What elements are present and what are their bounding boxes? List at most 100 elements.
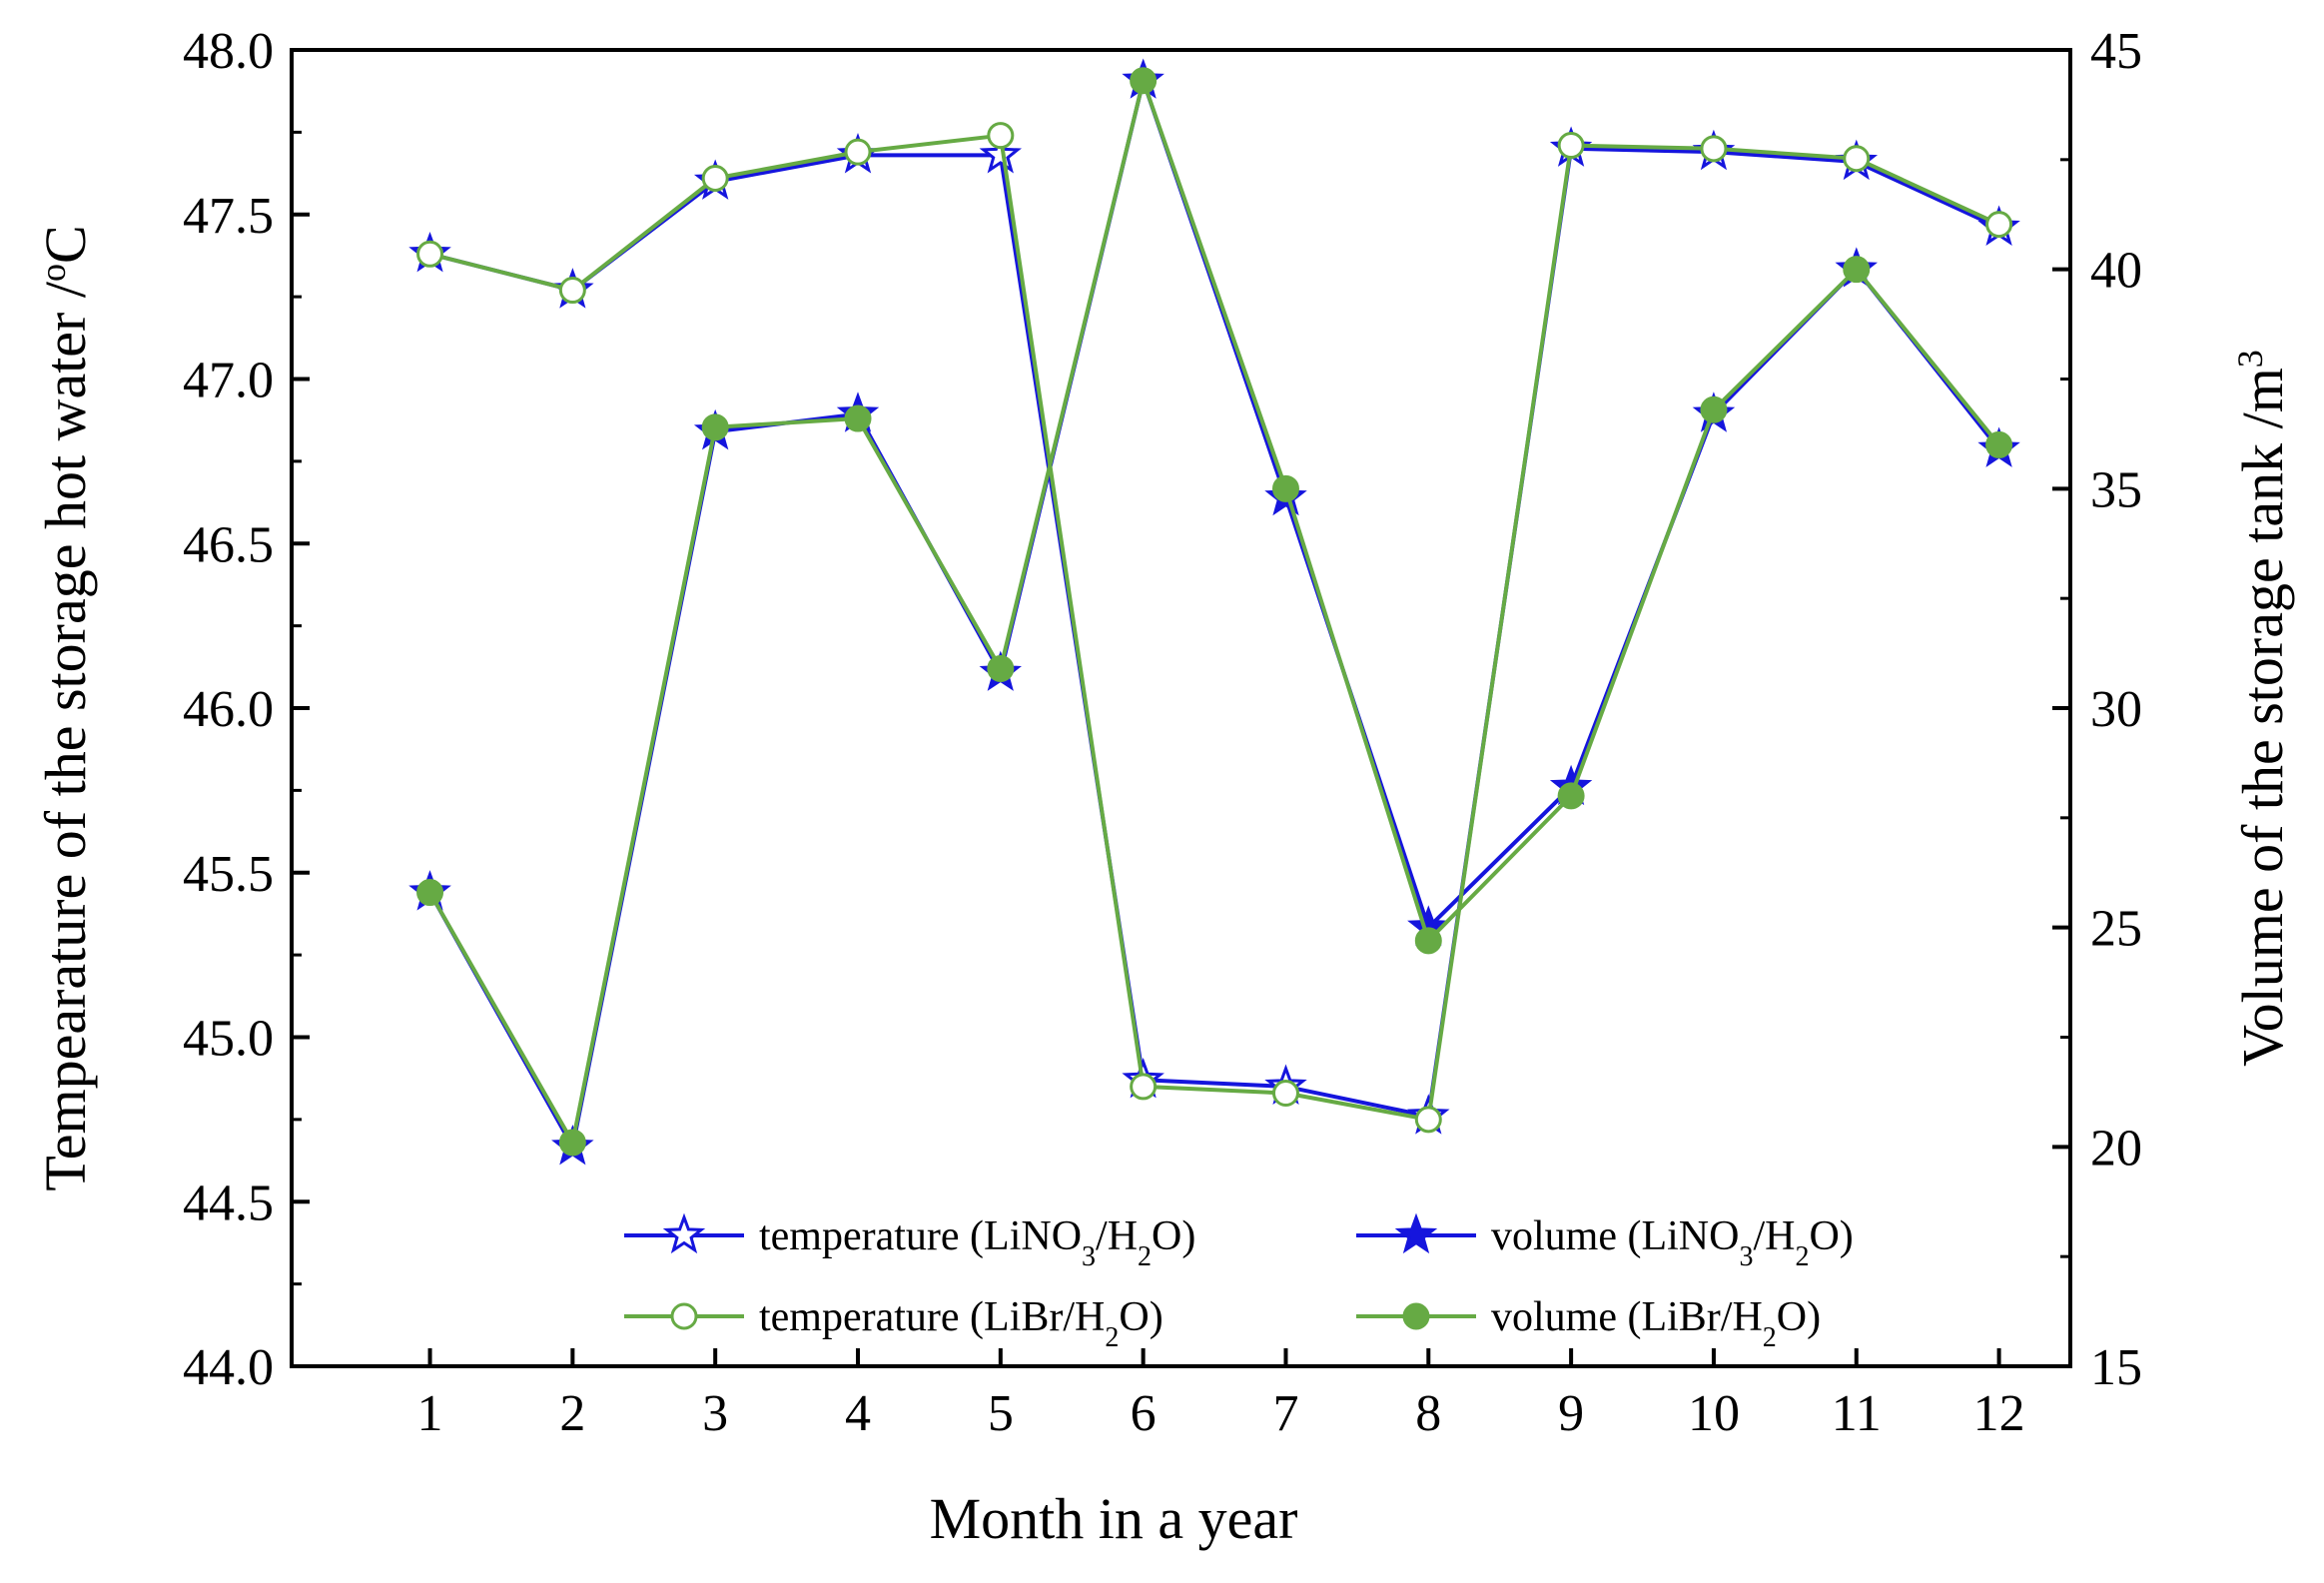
data-point bbox=[844, 404, 872, 432]
x-tick-label: 1 bbox=[417, 1385, 443, 1442]
x-tick-label: 12 bbox=[1973, 1385, 2025, 1442]
data-point bbox=[987, 654, 1015, 682]
legend-marker bbox=[670, 1302, 698, 1330]
left-axis-title-unit: C bbox=[33, 225, 98, 264]
legend-marker bbox=[1402, 1302, 1430, 1330]
legend-label-text: temperature (LiNO bbox=[759, 1213, 1082, 1259]
right-axis-title-sup: 3 bbox=[2230, 350, 2270, 368]
data-point bbox=[979, 133, 1022, 174]
legend-item: volume (LiBr/H2O) bbox=[1356, 1294, 1821, 1353]
legend-label-text: O) bbox=[1152, 1213, 1195, 1259]
legend-label-text: O) bbox=[1777, 1294, 1821, 1340]
series-3 bbox=[416, 67, 2013, 1157]
left-tick-label: 45.0 bbox=[183, 1011, 274, 1068]
left-tick-label: 46.5 bbox=[183, 516, 274, 573]
series-2 bbox=[416, 122, 2013, 1134]
series-line bbox=[427, 78, 2001, 1145]
data-point bbox=[1557, 132, 1585, 160]
data-point bbox=[1271, 1080, 1299, 1108]
legend-label: volume (LiBr/H2O) bbox=[1491, 1294, 1821, 1353]
legend-label-text: O) bbox=[1119, 1294, 1162, 1340]
left-axis-title: Tempearature of the storage hot water /o… bbox=[33, 225, 98, 1190]
legend-label-subscript: 2 bbox=[1763, 1322, 1777, 1353]
data-point bbox=[1843, 256, 1871, 284]
x-tick-label: 3 bbox=[702, 1385, 728, 1442]
legend-label-text: /H bbox=[1096, 1213, 1138, 1259]
x-tick-label: 9 bbox=[1558, 1385, 1584, 1442]
legend-label-subscript: 2 bbox=[1105, 1322, 1119, 1353]
left-tick-label: 44.5 bbox=[183, 1175, 274, 1231]
data-point bbox=[701, 413, 729, 441]
legend-item: temperature (LiNO3/H2O) bbox=[624, 1212, 1195, 1272]
legend-item: temperature (LiBr/H2O) bbox=[624, 1294, 1163, 1353]
right-axis-title-text: Volume of the storage tank /m bbox=[2230, 368, 2295, 1067]
left-tick-label: 47.0 bbox=[183, 353, 274, 409]
left-tick-label: 44.0 bbox=[183, 1339, 274, 1396]
right-tick-label: 30 bbox=[2090, 681, 2142, 738]
left-axis-ticks: 44.0 44.5 45.0 45.5 46.0 46.5 47.0 47.5 48.0 bbox=[183, 23, 310, 1396]
data-point bbox=[416, 879, 444, 907]
left-tick-label: 48.0 bbox=[183, 23, 274, 80]
right-tick-label: 20 bbox=[2090, 1120, 2142, 1177]
data-point bbox=[1130, 1073, 1158, 1101]
x-tick-label: 11 bbox=[1832, 1385, 1882, 1442]
legend-label-text: O) bbox=[1809, 1213, 1853, 1259]
series-line bbox=[429, 133, 2000, 1122]
left-axis-title-text: Tempearature of the storage hot water / bbox=[33, 281, 98, 1191]
legend: temperature (LiNO3/H2O) volume (LiNO3/H2O… bbox=[624, 1212, 1854, 1353]
left-tick-label: 46.0 bbox=[183, 681, 274, 738]
left-tick-label: 47.5 bbox=[183, 188, 274, 245]
x-tick-label: 2 bbox=[559, 1385, 585, 1442]
plot-frame bbox=[290, 48, 2072, 1368]
right-tick-label: 45 bbox=[2090, 23, 2142, 80]
legend-item: volume (LiNO3/H2O) bbox=[1356, 1212, 1854, 1272]
x-axis-ticks: 1 2 3 4 5 6 7 8 9 10 11 12 bbox=[417, 1348, 2025, 1442]
data-point bbox=[1557, 782, 1585, 810]
data-point bbox=[1271, 474, 1299, 502]
left-axis-title-degree: o bbox=[33, 264, 73, 282]
right-tick-label: 15 bbox=[2090, 1339, 2142, 1396]
right-tick-label: 25 bbox=[2090, 901, 2142, 958]
series-line bbox=[429, 146, 2000, 1119]
data-point bbox=[987, 122, 1015, 150]
x-tick-label: 7 bbox=[1272, 1385, 1298, 1442]
legend-marker bbox=[662, 1212, 706, 1254]
legend-label-subscript: 2 bbox=[1138, 1241, 1152, 1272]
data-point bbox=[1414, 1106, 1442, 1134]
right-tick-label: 40 bbox=[2090, 243, 2142, 300]
data-point bbox=[1130, 67, 1158, 95]
data-point bbox=[1843, 145, 1871, 173]
data-point bbox=[558, 1129, 586, 1157]
data-point bbox=[1985, 430, 2013, 458]
data-point bbox=[701, 165, 729, 193]
legend-label-subscript: 3 bbox=[1082, 1241, 1096, 1272]
legend-marker bbox=[1394, 1212, 1438, 1254]
legend-label: volume (LiNO3/H2O) bbox=[1491, 1213, 1854, 1272]
data-point bbox=[416, 240, 444, 268]
legend-label-text: volume (LiBr/H bbox=[1491, 1294, 1763, 1340]
data-point bbox=[558, 277, 586, 305]
x-tick-label: 10 bbox=[1688, 1385, 1740, 1442]
data-point bbox=[1985, 211, 2013, 239]
legend-label-text: /H bbox=[1753, 1213, 1795, 1259]
right-axis-title: Volume of the storage tank /m3 bbox=[2230, 350, 2295, 1067]
right-tick-label: 35 bbox=[2090, 461, 2142, 518]
x-axis-title: Month in a year bbox=[930, 1486, 1298, 1551]
right-axis-ticks: 15 20 25 30 35 40 45 bbox=[2052, 23, 2142, 1396]
left-tick-label: 45.5 bbox=[183, 846, 274, 903]
x-tick-label: 6 bbox=[1131, 1385, 1157, 1442]
legend-label-subscript: 3 bbox=[1739, 1241, 1753, 1272]
legend-label: temperature (LiBr/H2O) bbox=[759, 1294, 1163, 1353]
x-tick-label: 8 bbox=[1415, 1385, 1441, 1442]
legend-label: temperature (LiNO3/H2O) bbox=[759, 1213, 1195, 1272]
x-tick-label: 5 bbox=[988, 1385, 1014, 1442]
data-point bbox=[1414, 927, 1442, 955]
series-layer bbox=[408, 58, 2020, 1166]
data-point bbox=[1700, 135, 1728, 163]
series-line bbox=[427, 78, 2001, 1150]
data-point bbox=[1700, 396, 1728, 423]
legend-label-text: temperature (LiBr/H bbox=[759, 1294, 1105, 1340]
legend-label-subscript: 2 bbox=[1795, 1241, 1809, 1272]
data-point bbox=[844, 138, 872, 166]
